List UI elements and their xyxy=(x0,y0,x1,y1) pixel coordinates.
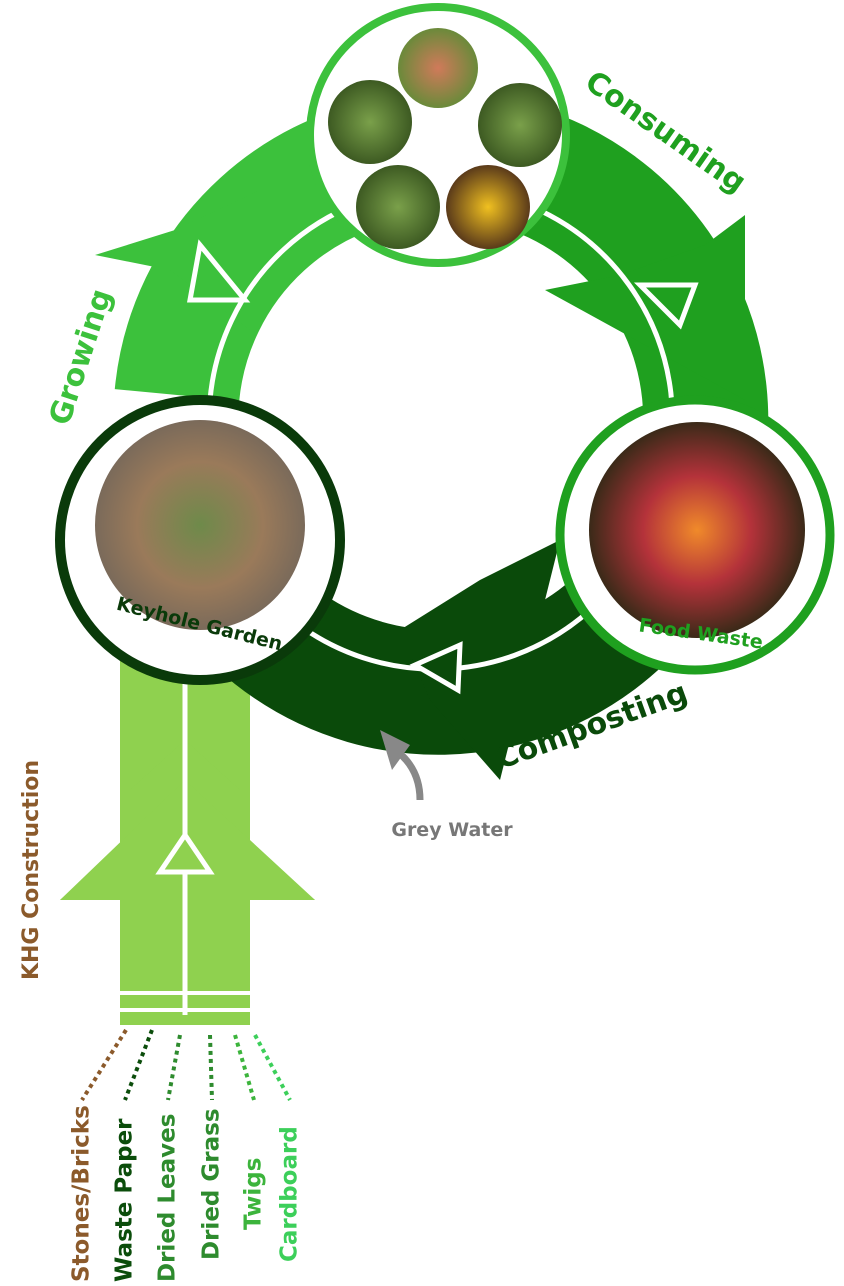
construction-title: KHG Construction xyxy=(19,760,44,980)
item-label: Cardboard xyxy=(277,1126,303,1262)
item-label: Dried Leaves xyxy=(155,1114,181,1282)
food-waste-node: Food Waste xyxy=(560,400,830,670)
keyhole-garden-node: Keyhole Garden xyxy=(60,400,340,680)
plants-circle xyxy=(310,7,566,263)
construction-arrow xyxy=(60,660,315,1025)
item-label: Dried Grass xyxy=(199,1108,225,1260)
item-label: Waste Paper xyxy=(112,1118,138,1282)
grey-water-label: Grey Water xyxy=(391,819,513,841)
construction-labels: Stones/Bricks Waste Paper Dried Leaves D… xyxy=(69,1105,303,1282)
stage-label: Growing xyxy=(43,285,120,430)
item-label: Stones/Bricks xyxy=(69,1105,95,1282)
item-label: Twigs xyxy=(241,1158,267,1230)
diagram: Food Waste Keyhole Garden Consuming Grow… xyxy=(0,0,844,1286)
construction-items xyxy=(82,1030,290,1100)
